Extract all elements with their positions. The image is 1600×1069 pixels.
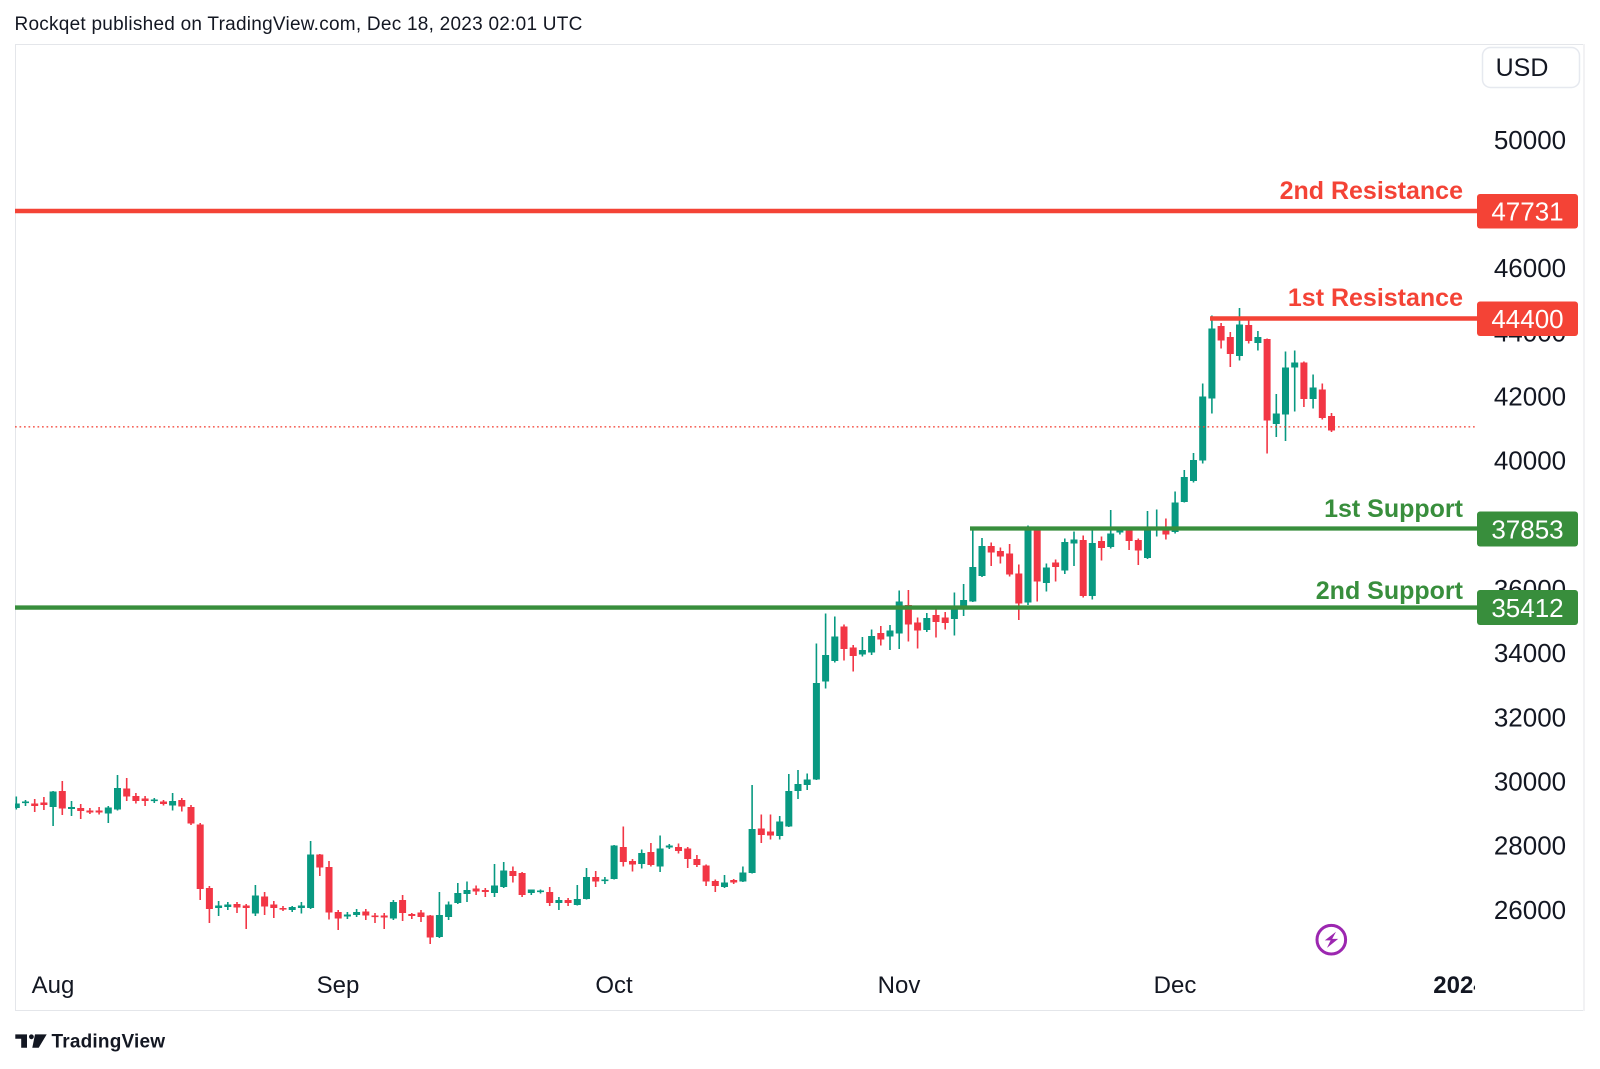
svg-text:2nd Support: 2nd Support	[1316, 577, 1464, 605]
svg-text:35412: 35412	[1491, 593, 1563, 623]
svg-text:50000: 50000	[1494, 125, 1566, 155]
svg-text:47731: 47731	[1491, 197, 1563, 227]
svg-text:USD: USD	[1496, 54, 1549, 82]
svg-text:40000: 40000	[1494, 446, 1566, 476]
svg-text:Oct: Oct	[595, 972, 633, 999]
svg-text:Nov: Nov	[878, 972, 921, 999]
svg-text:34000: 34000	[1494, 638, 1566, 668]
svg-text:46000: 46000	[1494, 253, 1566, 283]
svg-text:2024: 2024	[1433, 972, 1487, 999]
svg-text:Dec: Dec	[1154, 972, 1197, 999]
svg-text:30000: 30000	[1494, 767, 1566, 797]
svg-text:28000: 28000	[1494, 831, 1566, 861]
svg-text:Aug: Aug	[32, 972, 75, 999]
svg-text:1st Resistance: 1st Resistance	[1288, 284, 1463, 312]
svg-text:32000: 32000	[1494, 702, 1566, 732]
svg-text:Rockqet published on TradingVi: Rockqet published on TradingView.com, De…	[15, 14, 583, 35]
svg-text:1st Support: 1st Support	[1324, 495, 1464, 523]
svg-text:37853: 37853	[1491, 514, 1563, 544]
svg-text:Sep: Sep	[317, 972, 360, 999]
svg-text:TradingView: TradingView	[52, 1032, 166, 1053]
svg-text:44400: 44400	[1491, 304, 1563, 334]
svg-text:2nd Resistance: 2nd Resistance	[1280, 177, 1464, 205]
svg-text:26000: 26000	[1494, 895, 1566, 925]
svg-text:42000: 42000	[1494, 382, 1566, 412]
